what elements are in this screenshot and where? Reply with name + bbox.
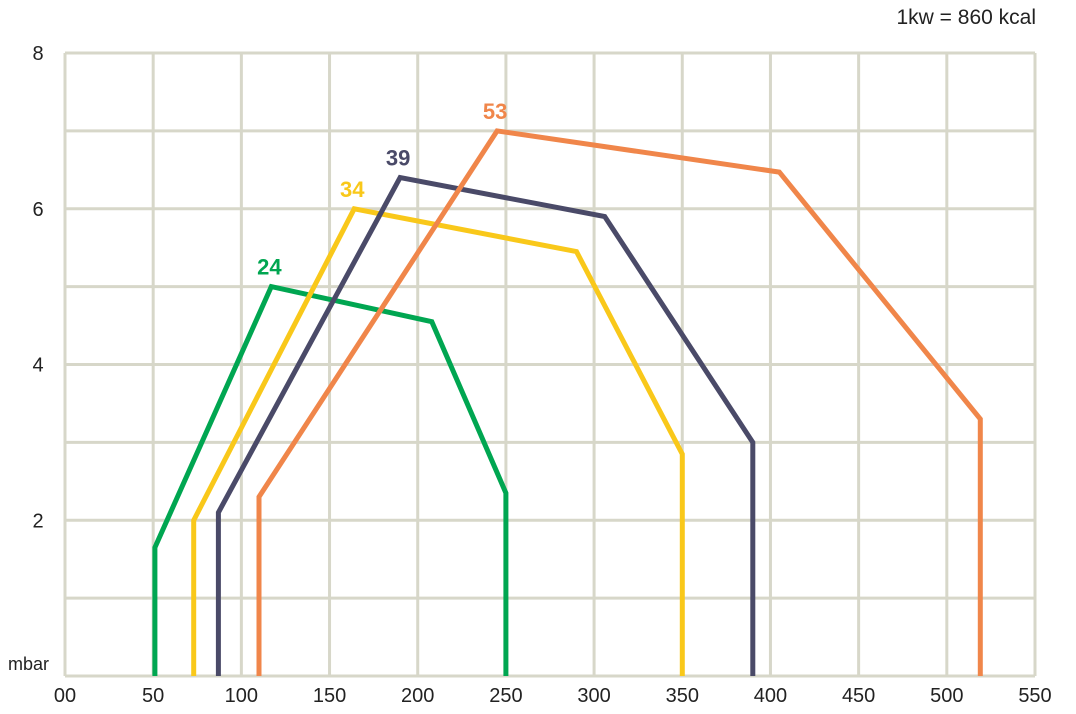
series-label-24: 24 [257, 255, 282, 280]
series-line-39 [215, 174, 756, 676]
y-axis-label: mbar [8, 654, 49, 674]
series-label-39: 39 [386, 146, 410, 171]
series-line-24 [152, 283, 509, 676]
series-labels: 24 34 39 53 [257, 99, 507, 280]
y-tick-label: 6 [32, 199, 43, 221]
x-tick-label: 200 [401, 685, 434, 707]
y-tick-label: 4 [32, 355, 43, 377]
x-tick-label: 400 [754, 685, 787, 707]
x-tick-label: 300 [577, 685, 610, 707]
series-label-53: 53 [483, 99, 507, 124]
grid [63, 51, 1037, 678]
series-line-34 [191, 205, 685, 676]
x-tick-label: 00 [54, 685, 76, 707]
x-tick-label: 150 [313, 685, 346, 707]
y-tick-label: 8 [32, 43, 43, 65]
x-tick-label: 450 [842, 685, 875, 707]
x-tick-label: 100 [225, 685, 258, 707]
series-label-34: 34 [340, 177, 365, 202]
y-tick-label: 2 [32, 510, 43, 532]
x-tick-label: 350 [666, 685, 699, 707]
unit-conversion-note: 1kw = 860 kcal [896, 6, 1037, 29]
x-tick-label: 500 [930, 685, 963, 707]
series-line-53 [256, 128, 983, 676]
x-tick-label: 550 [1018, 685, 1051, 707]
series-group [152, 128, 983, 676]
x-tick-label: 250 [489, 685, 522, 707]
x-tick-label: 50 [142, 685, 164, 707]
